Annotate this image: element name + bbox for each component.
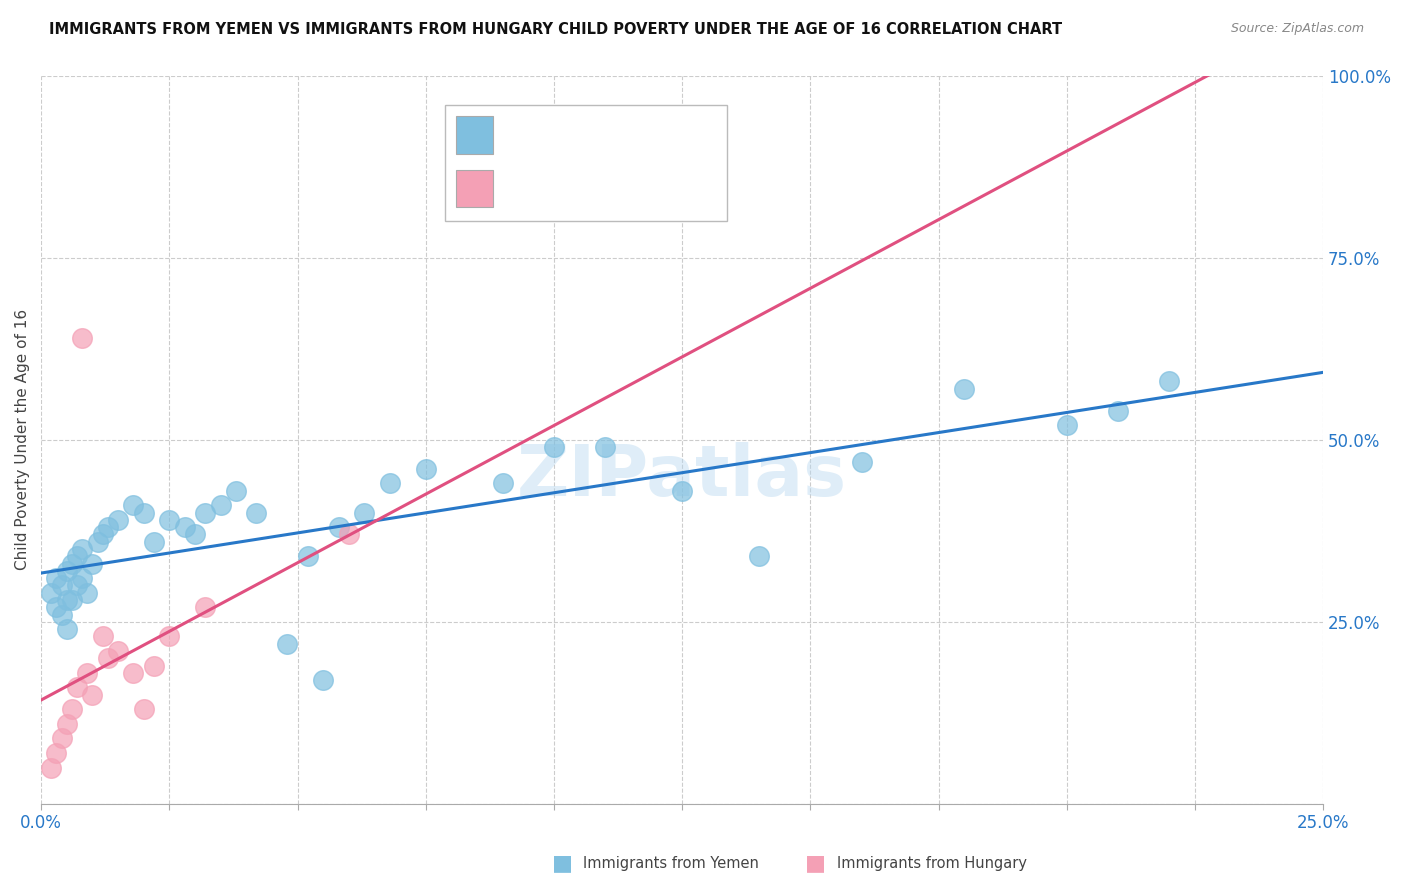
Text: Immigrants from Hungary: Immigrants from Hungary — [837, 856, 1026, 871]
Point — [378, 476, 401, 491]
Point — [45, 600, 67, 615]
Point — [328, 520, 350, 534]
Text: IMMIGRANTS FROM YEMEN VS IMMIGRANTS FROM HUNGARY CHILD POVERTY UNDER THE AGE OF : IMMIGRANTS FROM YEMEN VS IMMIGRANTS FROM… — [49, 22, 1063, 37]
Point — [82, 557, 104, 571]
Point — [671, 483, 693, 498]
Point — [1056, 418, 1078, 433]
Point — [748, 549, 770, 564]
Point — [76, 585, 98, 599]
Point — [55, 593, 77, 607]
Point — [225, 483, 247, 498]
Point — [353, 506, 375, 520]
Point — [70, 331, 93, 345]
Point — [157, 513, 180, 527]
Point — [209, 498, 232, 512]
Point — [593, 440, 616, 454]
Point — [122, 665, 145, 680]
Point — [70, 541, 93, 556]
Point — [41, 760, 63, 774]
Point — [245, 506, 267, 520]
Point — [1159, 375, 1181, 389]
Text: ■: ■ — [806, 854, 825, 873]
Point — [543, 440, 565, 454]
Text: Source: ZipAtlas.com: Source: ZipAtlas.com — [1230, 22, 1364, 36]
Point — [60, 702, 83, 716]
Point — [86, 534, 108, 549]
Point — [97, 651, 120, 665]
Point — [82, 688, 104, 702]
Point — [173, 520, 195, 534]
Point — [337, 527, 360, 541]
Point — [415, 462, 437, 476]
Point — [142, 534, 165, 549]
Point — [66, 578, 89, 592]
Point — [66, 681, 89, 695]
Point — [91, 527, 114, 541]
Point — [76, 665, 98, 680]
Point — [132, 702, 155, 716]
Point — [122, 498, 145, 512]
Point — [45, 571, 67, 585]
Text: Immigrants from Yemen: Immigrants from Yemen — [583, 856, 759, 871]
Point — [953, 382, 976, 396]
Point — [70, 571, 93, 585]
Point — [51, 607, 73, 622]
Point — [851, 454, 873, 468]
Point — [107, 513, 129, 527]
Point — [312, 673, 335, 687]
Point — [297, 549, 319, 564]
Point — [41, 585, 63, 599]
Y-axis label: Child Poverty Under the Age of 16: Child Poverty Under the Age of 16 — [15, 310, 30, 570]
Point — [97, 520, 120, 534]
Point — [276, 637, 298, 651]
Point — [66, 549, 89, 564]
Point — [55, 564, 77, 578]
Point — [55, 716, 77, 731]
Point — [184, 527, 207, 541]
Point — [1107, 403, 1129, 417]
Point — [491, 476, 513, 491]
Point — [51, 578, 73, 592]
Text: ■: ■ — [553, 854, 572, 873]
Point — [132, 506, 155, 520]
Point — [51, 731, 73, 746]
Text: ZIPatlas: ZIPatlas — [517, 442, 848, 511]
Point — [55, 622, 77, 636]
Point — [60, 593, 83, 607]
Point — [194, 600, 217, 615]
Point — [142, 658, 165, 673]
Point — [60, 557, 83, 571]
Point — [45, 746, 67, 760]
Point — [107, 644, 129, 658]
Point — [157, 629, 180, 643]
Point — [194, 506, 217, 520]
Point — [91, 629, 114, 643]
